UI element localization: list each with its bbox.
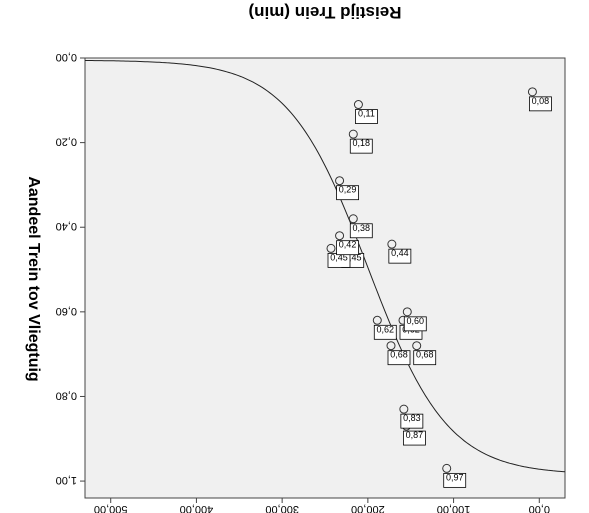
data-label: 0,62: [377, 324, 395, 334]
x-tick-label: 400,00: [180, 503, 214, 513]
data-label: 0,83: [403, 413, 421, 423]
x-tick-label: 500,00: [94, 503, 128, 513]
data-point: [386, 341, 396, 351]
x-axis: 0,00 100,00 200,00 300,00 400,00 500,00: [94, 498, 550, 513]
x-tick-label: 300,00: [265, 503, 299, 513]
data-label: 0,29: [339, 185, 357, 195]
data-label-box: [336, 185, 359, 201]
x-tick-label: 0,00: [529, 503, 550, 513]
y-tick-label: 0,40: [56, 220, 77, 232]
data-label-box: [413, 350, 437, 366]
y-tick-label: 0,60: [56, 305, 77, 317]
y-tick-label: 0,00: [56, 51, 77, 63]
data-point: [372, 315, 382, 325]
y-tick-label: 1,00: [56, 474, 77, 486]
data-label: 0,45: [344, 252, 362, 262]
data-point: [335, 176, 345, 186]
data-label-box: [529, 96, 552, 112]
fit-curve: [85, 60, 566, 473]
data-label: 0,68: [416, 350, 434, 360]
plot-area: [84, 57, 566, 499]
data-label: 0,97: [446, 472, 464, 482]
data-label: 0,87: [406, 430, 424, 440]
data-label-box: [388, 248, 412, 264]
data-label-box: [336, 240, 359, 256]
data-label-box: [403, 430, 426, 446]
data-label: 0,11: [358, 109, 375, 119]
data-label-box: [387, 350, 411, 366]
data-points: 0,970,870,830,680,680,620,620,600,440,45…: [326, 87, 552, 488]
data-label-box: [349, 138, 373, 154]
data-point: [348, 214, 358, 224]
y-tick-label: 0,20: [56, 136, 77, 148]
y-axis-title: Aandeel Trein tov Vliegtuig: [25, 176, 42, 381]
data-point: [387, 239, 397, 249]
data-label: 0,68: [390, 350, 408, 360]
data-point: [527, 87, 537, 97]
data-point: [348, 129, 358, 139]
data-point: [402, 307, 412, 317]
data-label: 0,38: [353, 223, 371, 233]
data-label: 0,08: [532, 96, 550, 106]
data-label-box: [443, 472, 467, 488]
data-point: [335, 231, 345, 241]
data-label: 0,18: [353, 138, 371, 148]
x-tick-label: 200,00: [351, 503, 385, 513]
y-tick-label: 0,80: [56, 389, 77, 401]
y-axis: 0,00 0,20 0,40 0,60 0,80 1,00: [56, 51, 85, 486]
data-point: [412, 341, 422, 351]
x-axis-title: Reistijd Trein (min): [248, 3, 401, 22]
data-label: 0,42: [339, 240, 357, 250]
data-point: [326, 243, 336, 253]
x-tick-label: 100,00: [437, 503, 471, 513]
data-point: [399, 404, 409, 414]
data-label: 0,45: [330, 252, 348, 262]
data-point: [442, 463, 452, 473]
data-label-box: [400, 413, 424, 429]
data-label: 0,60: [407, 316, 425, 326]
data-point: [353, 100, 363, 110]
data-label-box: [349, 223, 373, 239]
data-label: 0,44: [391, 248, 409, 258]
data-label-box: [355, 109, 378, 124]
data-label-box: [373, 324, 397, 340]
data-label-box: [403, 316, 427, 332]
